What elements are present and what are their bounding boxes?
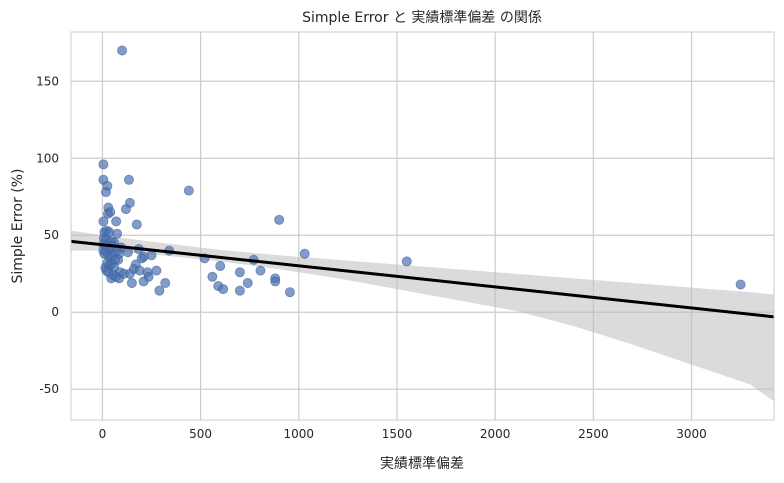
- y-tick-label: 50: [44, 228, 59, 242]
- data-point: [117, 45, 128, 56]
- plot-background: [71, 32, 774, 420]
- data-point: [160, 277, 171, 288]
- data-point: [138, 276, 149, 287]
- data-point: [234, 267, 245, 278]
- x-tick-labels: 0 500 1000 1500 2000 2500 3000: [99, 427, 707, 441]
- data-point: [401, 256, 412, 267]
- regression-line-layer: [70, 239, 775, 319]
- data-point: [146, 250, 157, 261]
- y-tick-label: 150: [36, 74, 59, 88]
- x-tick-label: 500: [189, 427, 212, 441]
- data-point: [284, 287, 295, 298]
- data-point: [215, 261, 226, 272]
- x-tick-label: 1500: [382, 427, 413, 441]
- x-axis-label: 実績標準偏差: [380, 456, 464, 472]
- data-point: [207, 271, 218, 282]
- chart-title: Simple Error と 実績標準偏差 の関係: [302, 10, 542, 26]
- data-point: [136, 253, 147, 264]
- data-point: [111, 216, 122, 227]
- regression-line: [70, 239, 775, 319]
- data-point: [124, 268, 135, 279]
- data-point: [270, 276, 281, 287]
- data-point: [218, 284, 229, 295]
- x-tick-label: 3000: [676, 427, 707, 441]
- data-point: [113, 254, 124, 265]
- data-point: [735, 279, 746, 290]
- data-point: [100, 187, 111, 198]
- data-point: [105, 207, 116, 218]
- data-point: [98, 159, 109, 170]
- data-point: [98, 216, 109, 227]
- x-tick-label: 0: [99, 427, 107, 441]
- data-point: [151, 265, 162, 276]
- data-point: [183, 185, 194, 196]
- data-point: [126, 277, 137, 288]
- data-point: [274, 214, 285, 225]
- data-point: [131, 219, 142, 230]
- x-tick-label: 1000: [284, 427, 315, 441]
- data-point: [242, 277, 253, 288]
- data-point: [123, 174, 134, 185]
- data-point: [255, 265, 266, 276]
- data-point: [154, 285, 165, 296]
- y-tick-labels: -50 0 50 100 150: [36, 74, 59, 396]
- data-point: [299, 248, 310, 259]
- y-axis-label: Simple Error (%): [10, 168, 26, 283]
- data-point: [112, 228, 123, 239]
- y-tick-label: -50: [39, 382, 59, 396]
- data-point: [234, 285, 245, 296]
- data-point: [120, 204, 131, 215]
- plot-frame: [70, 31, 775, 421]
- y-tick-label: 0: [51, 305, 59, 319]
- x-tick-label: 2000: [480, 427, 511, 441]
- x-tick-label: 2500: [578, 427, 609, 441]
- y-tick-label: 100: [36, 151, 59, 165]
